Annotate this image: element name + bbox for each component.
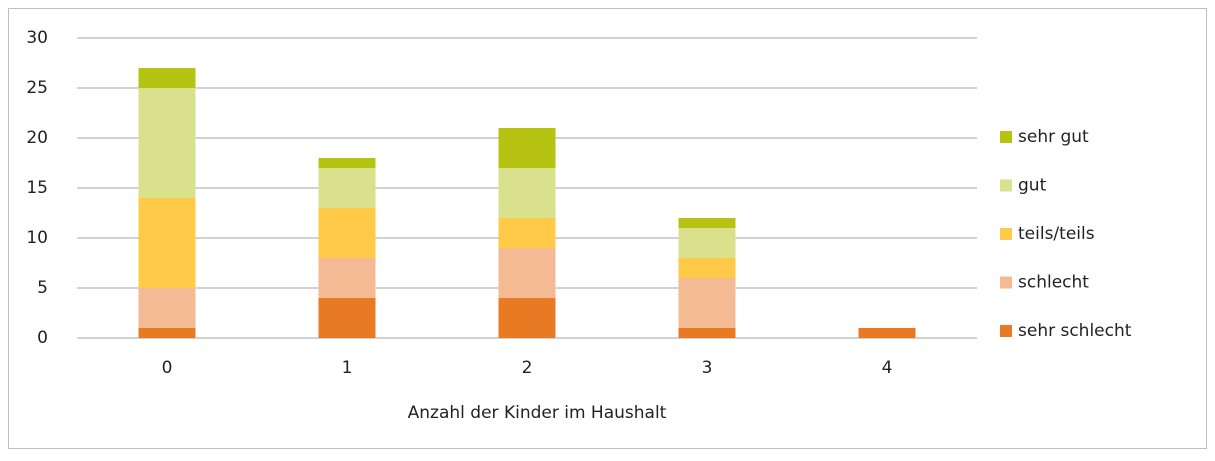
legend-label: schlecht (1018, 273, 1089, 293)
x-tick-label: 0 (162, 358, 173, 378)
y-tick-label: 25 (26, 78, 48, 98)
bar-segment (498, 298, 556, 338)
x-axis-title: Anzahl der Kinder im Haushalt (408, 403, 667, 423)
bar-segment (138, 88, 196, 198)
legend-label: gut (1018, 176, 1047, 196)
y-tick-label: 15 (26, 178, 48, 198)
legend-label: teils/teils (1018, 224, 1095, 244)
y-tick-label: 10 (26, 228, 48, 248)
bar-segment (498, 168, 556, 218)
bar-segment (318, 168, 376, 208)
bar-segment (318, 298, 376, 338)
y-tick-label: 0 (37, 328, 48, 348)
bar-segment (138, 198, 196, 288)
y-tick-label: 5 (37, 278, 48, 298)
bar-segment (678, 258, 736, 278)
y-tick-label: 30 (26, 28, 48, 48)
bar-segment (678, 228, 736, 258)
bar-segment (318, 208, 376, 258)
bar-segment (678, 278, 736, 328)
bar-segment (498, 248, 556, 298)
x-tick-label: 4 (882, 358, 893, 378)
legend-swatch (1000, 131, 1012, 143)
x-tick-label: 1 (342, 358, 353, 378)
legend-label: sehr schlecht (1018, 321, 1132, 341)
bar-segment (138, 288, 196, 328)
bar-segment (138, 68, 196, 88)
legend-swatch (1000, 276, 1012, 289)
bar-segment (498, 218, 556, 248)
bar-segment (858, 328, 916, 338)
legend-swatch (1000, 228, 1012, 240)
legend-swatch (1000, 179, 1012, 192)
bar-segment (678, 218, 736, 228)
x-tick-label: 3 (702, 358, 713, 378)
legend-label: sehr gut (1018, 127, 1089, 147)
x-tick-label: 2 (522, 358, 533, 378)
bar-segment (138, 328, 196, 338)
bar-segment (318, 258, 376, 298)
bar-segment (318, 158, 376, 168)
legend-swatch (1000, 325, 1012, 337)
y-tick-label: 20 (26, 128, 48, 148)
bar-segment (678, 328, 736, 338)
bar-segment (498, 128, 556, 168)
